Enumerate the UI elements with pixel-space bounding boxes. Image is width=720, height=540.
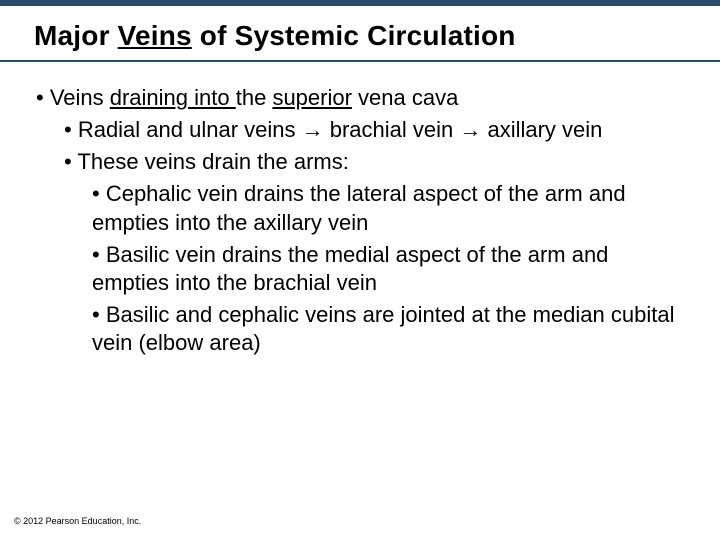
lvl1-mid: the	[236, 85, 273, 110]
bullet-lvl3-b: • Basilic vein drains the medial aspect …	[36, 241, 684, 297]
title-underlined: Veins	[118, 20, 192, 51]
bullet-lvl3-a: • Cephalic vein drains the lateral aspec…	[36, 180, 684, 236]
lvl1-pre: • Veins	[36, 85, 110, 110]
lvl1-post: vena cava	[352, 85, 458, 110]
slide-title: Major Veins of Systemic Circulation	[34, 20, 686, 52]
bullet-lvl2-a: • Radial and ulnar veins → brachial vein…	[36, 116, 684, 144]
title-post: of Systemic Circulation	[192, 20, 516, 51]
content-region: • Veins draining into the superior vena …	[0, 62, 720, 357]
lvl1-u2: superior	[272, 85, 351, 110]
lvl1-u1: draining into	[110, 85, 236, 110]
bullet-lvl3-c: • Basilic and cephalic veins are jointed…	[36, 301, 684, 357]
title-region: Major Veins of Systemic Circulation	[0, 6, 720, 60]
copyright-text: © 2012 Pearson Education, Inc.	[14, 516, 141, 526]
bullet-lvl2-b: • These veins drain the arms:	[36, 148, 684, 176]
title-pre: Major	[34, 20, 118, 51]
bullet-lvl1: • Veins draining into the superior vena …	[36, 84, 684, 112]
